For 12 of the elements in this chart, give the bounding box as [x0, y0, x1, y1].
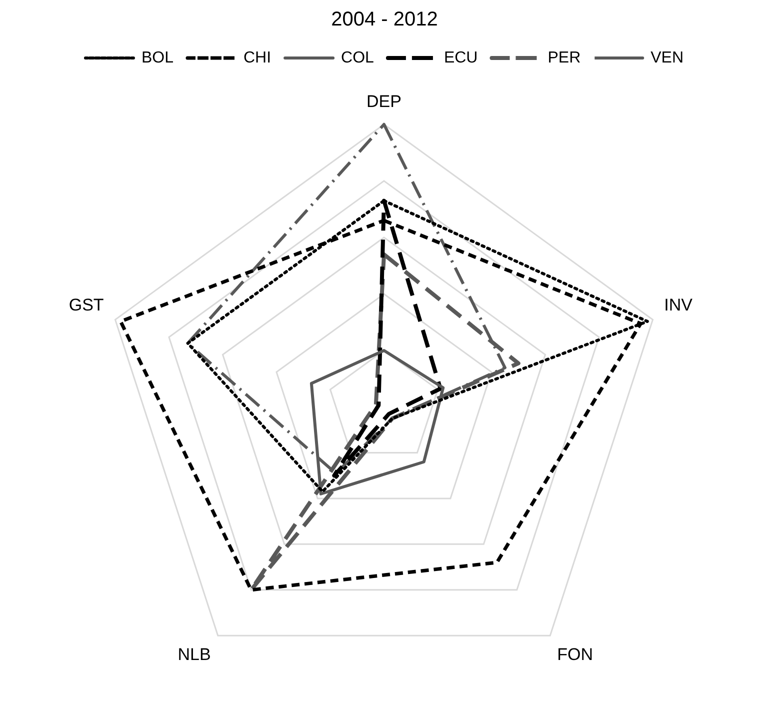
spoke-label: FON [557, 645, 594, 664]
legend-label: ECU [444, 49, 478, 66]
spoke-label: GST [68, 295, 104, 314]
spoke-label: NLB [178, 645, 211, 664]
legend-label: PER [548, 49, 581, 66]
legend-label: VEN [650, 49, 684, 66]
spoke-label: DEP [366, 92, 402, 111]
spoke-label: INV [664, 295, 694, 314]
legend-label: COL [341, 49, 374, 66]
chart-title: 2004 - 2012 [331, 8, 438, 31]
legend-label: BOL [141, 49, 174, 66]
legend-label: CHI [243, 49, 272, 66]
